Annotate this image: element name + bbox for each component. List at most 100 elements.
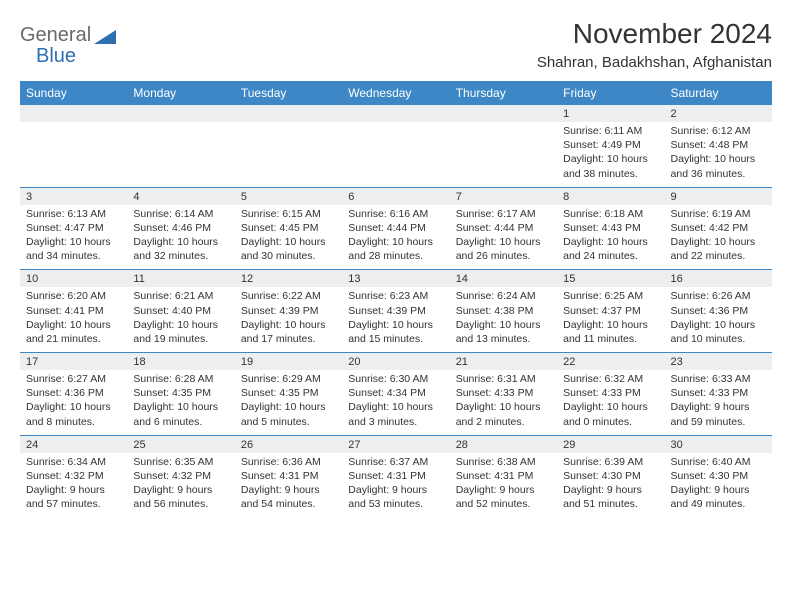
sunrise-text: Sunrise: 6:25 AM (563, 289, 658, 303)
daylight-text: Daylight: 10 hours and 15 minutes. (348, 318, 443, 346)
sunrise-text: Sunrise: 6:18 AM (563, 207, 658, 221)
date-cell: 15 (557, 270, 664, 288)
day-info-cell: Sunrise: 6:29 AMSunset: 4:35 PMDaylight:… (235, 370, 342, 435)
info-row: Sunrise: 6:20 AMSunset: 4:41 PMDaylight:… (20, 287, 772, 352)
date-cell: 18 (127, 353, 234, 371)
calendar-body: 12Sunrise: 6:11 AMSunset: 4:49 PMDayligh… (20, 105, 772, 517)
sunset-text: Sunset: 4:30 PM (563, 469, 658, 483)
day-info-cell: Sunrise: 6:37 AMSunset: 4:31 PMDaylight:… (342, 453, 449, 518)
sunset-text: Sunset: 4:44 PM (456, 221, 551, 235)
daylight-text: Daylight: 10 hours and 10 minutes. (671, 318, 766, 346)
day-info-cell: Sunrise: 6:35 AMSunset: 4:32 PMDaylight:… (127, 453, 234, 518)
sunrise-text: Sunrise: 6:22 AM (241, 289, 336, 303)
daylight-text: Daylight: 10 hours and 2 minutes. (456, 400, 551, 428)
daylight-text: Daylight: 9 hours and 51 minutes. (563, 483, 658, 511)
date-cell (342, 105, 449, 122)
sunset-text: Sunset: 4:49 PM (563, 138, 658, 152)
sunset-text: Sunset: 4:32 PM (26, 469, 121, 483)
day-info-cell: Sunrise: 6:24 AMSunset: 4:38 PMDaylight:… (450, 287, 557, 352)
day-info-cell: Sunrise: 6:27 AMSunset: 4:36 PMDaylight:… (20, 370, 127, 435)
sunset-text: Sunset: 4:39 PM (348, 304, 443, 318)
date-row: 12 (20, 105, 772, 122)
sunset-text: Sunset: 4:44 PM (348, 221, 443, 235)
logo-text-blue: Blue (36, 45, 116, 68)
page-header: General Blue November 2024 Shahran, Bada… (20, 18, 772, 71)
sunset-text: Sunset: 4:43 PM (563, 221, 658, 235)
date-cell: 17 (20, 353, 127, 371)
weekday-header: Monday (127, 81, 234, 105)
day-info-cell: Sunrise: 6:17 AMSunset: 4:44 PMDaylight:… (450, 205, 557, 270)
day-info-cell: Sunrise: 6:28 AMSunset: 4:35 PMDaylight:… (127, 370, 234, 435)
sunrise-text: Sunrise: 6:16 AM (348, 207, 443, 221)
daylight-text: Daylight: 10 hours and 32 minutes. (133, 235, 228, 263)
date-cell: 16 (665, 270, 772, 288)
sunset-text: Sunset: 4:34 PM (348, 386, 443, 400)
weekday-header: Tuesday (235, 81, 342, 105)
day-info-cell (235, 122, 342, 187)
sunrise-text: Sunrise: 6:26 AM (671, 289, 766, 303)
daylight-text: Daylight: 9 hours and 59 minutes. (671, 400, 766, 428)
daylight-text: Daylight: 10 hours and 11 minutes. (563, 318, 658, 346)
date-cell: 4 (127, 187, 234, 205)
daylight-text: Daylight: 10 hours and 28 minutes. (348, 235, 443, 263)
sunrise-text: Sunrise: 6:21 AM (133, 289, 228, 303)
day-info-cell: Sunrise: 6:14 AMSunset: 4:46 PMDaylight:… (127, 205, 234, 270)
date-cell: 23 (665, 353, 772, 371)
sunrise-text: Sunrise: 6:33 AM (671, 372, 766, 386)
daylight-text: Daylight: 9 hours and 53 minutes. (348, 483, 443, 511)
weekday-header: Thursday (450, 81, 557, 105)
day-info-cell (450, 122, 557, 187)
daylight-text: Daylight: 9 hours and 52 minutes. (456, 483, 551, 511)
sunrise-text: Sunrise: 6:19 AM (671, 207, 766, 221)
date-row: 3456789 (20, 187, 772, 205)
sunrise-text: Sunrise: 6:35 AM (133, 455, 228, 469)
day-info-cell: Sunrise: 6:16 AMSunset: 4:44 PMDaylight:… (342, 205, 449, 270)
calendar-table: Sunday Monday Tuesday Wednesday Thursday… (20, 81, 772, 517)
sunrise-text: Sunrise: 6:29 AM (241, 372, 336, 386)
sunrise-text: Sunrise: 6:15 AM (241, 207, 336, 221)
day-info-cell: Sunrise: 6:36 AMSunset: 4:31 PMDaylight:… (235, 453, 342, 518)
day-info-cell: Sunrise: 6:40 AMSunset: 4:30 PMDaylight:… (665, 453, 772, 518)
sunrise-text: Sunrise: 6:14 AM (133, 207, 228, 221)
sunrise-text: Sunrise: 6:13 AM (26, 207, 121, 221)
sunset-text: Sunset: 4:45 PM (241, 221, 336, 235)
sunset-text: Sunset: 4:39 PM (241, 304, 336, 318)
daylight-text: Daylight: 9 hours and 54 minutes. (241, 483, 336, 511)
weekday-header-row: Sunday Monday Tuesday Wednesday Thursday… (20, 81, 772, 105)
daylight-text: Daylight: 10 hours and 26 minutes. (456, 235, 551, 263)
daylight-text: Daylight: 10 hours and 17 minutes. (241, 318, 336, 346)
sunrise-text: Sunrise: 6:36 AM (241, 455, 336, 469)
daylight-text: Daylight: 9 hours and 49 minutes. (671, 483, 766, 511)
daylight-text: Daylight: 10 hours and 30 minutes. (241, 235, 336, 263)
weekday-header: Saturday (665, 81, 772, 105)
date-cell: 27 (342, 435, 449, 453)
sunrise-text: Sunrise: 6:23 AM (348, 289, 443, 303)
sunrise-text: Sunrise: 6:30 AM (348, 372, 443, 386)
day-info-cell: Sunrise: 6:39 AMSunset: 4:30 PMDaylight:… (557, 453, 664, 518)
sunset-text: Sunset: 4:33 PM (563, 386, 658, 400)
sunset-text: Sunset: 4:42 PM (671, 221, 766, 235)
day-info-cell: Sunrise: 6:12 AMSunset: 4:48 PMDaylight:… (665, 122, 772, 187)
date-cell: 29 (557, 435, 664, 453)
date-cell (235, 105, 342, 122)
logo-triangle-icon (94, 28, 116, 44)
sunrise-text: Sunrise: 6:39 AM (563, 455, 658, 469)
date-row: 24252627282930 (20, 435, 772, 453)
daylight-text: Daylight: 10 hours and 3 minutes. (348, 400, 443, 428)
daylight-text: Daylight: 9 hours and 57 minutes. (26, 483, 121, 511)
day-info-cell: Sunrise: 6:34 AMSunset: 4:32 PMDaylight:… (20, 453, 127, 518)
date-cell: 14 (450, 270, 557, 288)
daylight-text: Daylight: 10 hours and 24 minutes. (563, 235, 658, 263)
sunrise-text: Sunrise: 6:12 AM (671, 124, 766, 138)
date-cell: 20 (342, 353, 449, 371)
info-row: Sunrise: 6:13 AMSunset: 4:47 PMDaylight:… (20, 205, 772, 270)
day-info-cell: Sunrise: 6:26 AMSunset: 4:36 PMDaylight:… (665, 287, 772, 352)
date-cell: 12 (235, 270, 342, 288)
sunrise-text: Sunrise: 6:17 AM (456, 207, 551, 221)
sunset-text: Sunset: 4:32 PM (133, 469, 228, 483)
date-cell: 10 (20, 270, 127, 288)
sunrise-text: Sunrise: 6:28 AM (133, 372, 228, 386)
sunrise-text: Sunrise: 6:24 AM (456, 289, 551, 303)
sunset-text: Sunset: 4:46 PM (133, 221, 228, 235)
sunset-text: Sunset: 4:37 PM (563, 304, 658, 318)
